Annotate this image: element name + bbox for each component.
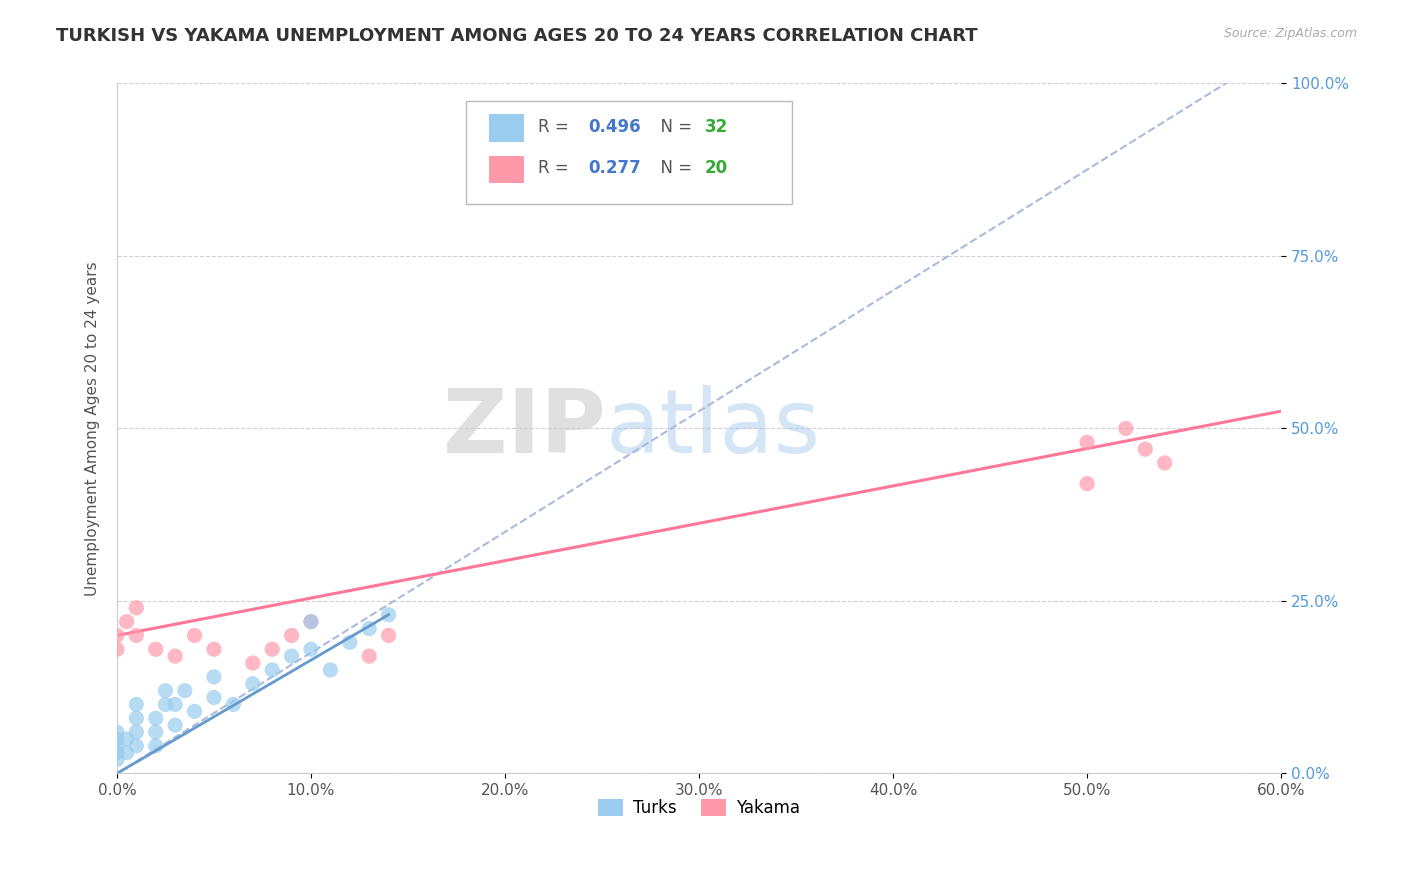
Point [145,711,167,725]
Point [125,600,148,615]
Point [155,698,177,712]
Point [125,698,148,712]
Point [262,642,284,657]
Point [145,725,167,739]
Point [105,642,128,657]
Point [359,622,381,636]
Point [242,677,264,691]
Point [145,739,167,753]
Point [183,628,205,642]
Point [359,649,381,664]
Point [280,649,302,664]
Point [1076,435,1098,450]
Point [183,704,205,718]
FancyBboxPatch shape [467,101,792,204]
Point [165,718,187,732]
Text: N =: N = [650,160,697,178]
Point [319,663,342,677]
Point [165,698,187,712]
Point [125,725,148,739]
Point [165,649,187,664]
Point [202,642,225,657]
Legend: Turks, Yakama: Turks, Yakama [591,792,807,823]
Text: 0.277: 0.277 [589,160,641,178]
Point [173,683,195,698]
Point [125,711,148,725]
Point [125,739,148,753]
Point [202,690,225,705]
Text: 0.496: 0.496 [589,118,641,136]
Point [105,628,128,642]
Text: 32: 32 [704,118,728,136]
Point [115,746,138,760]
Point [299,642,322,657]
Point [145,642,167,657]
Point [105,753,128,767]
Point [377,607,399,622]
Point [1076,476,1098,491]
Point [222,698,245,712]
Point [115,615,138,629]
Point [299,615,322,629]
Point [1115,421,1137,435]
Text: R =: R = [538,160,575,178]
Point [115,731,138,746]
Point [242,656,264,670]
Point [155,683,177,698]
Y-axis label: Unemployment Among Ages 20 to 24 years: Unemployment Among Ages 20 to 24 years [86,261,100,596]
FancyBboxPatch shape [489,156,524,184]
Point [1135,442,1157,457]
Text: 20: 20 [704,160,728,178]
Point [377,628,399,642]
Point [299,615,322,629]
Point [105,725,128,739]
Point [105,739,128,753]
Point [202,670,225,684]
Point [262,663,284,677]
Text: N =: N = [650,118,697,136]
Point [125,628,148,642]
Text: Source: ZipAtlas.com: Source: ZipAtlas.com [1223,27,1357,40]
FancyBboxPatch shape [489,114,524,142]
Text: R =: R = [538,118,575,136]
Point [1153,456,1175,470]
Text: atlas: atlas [606,385,821,472]
Point [339,635,361,649]
Point [105,746,128,760]
Point [280,628,302,642]
Text: ZIP: ZIP [443,385,606,472]
Text: TURKISH VS YAKAMA UNEMPLOYMENT AMONG AGES 20 TO 24 YEARS CORRELATION CHART: TURKISH VS YAKAMA UNEMPLOYMENT AMONG AGE… [56,27,977,45]
Point [105,731,128,746]
